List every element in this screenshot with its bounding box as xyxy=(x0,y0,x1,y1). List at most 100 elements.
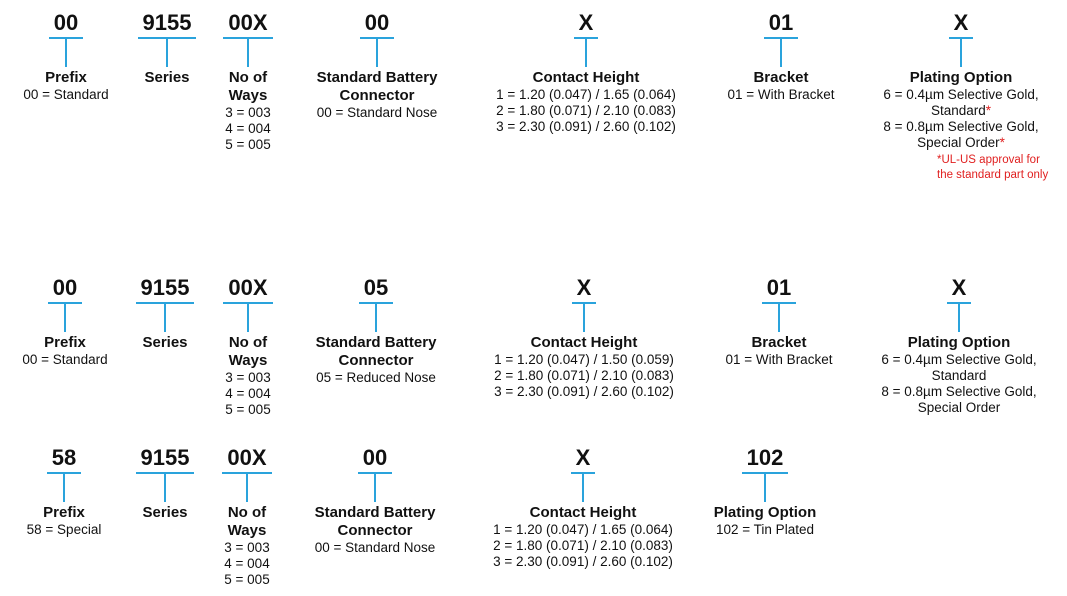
segment-title: Plating Option xyxy=(907,334,1011,351)
option-line: 3 = 003 xyxy=(225,370,271,385)
segment-title: Standard Battery Connector xyxy=(315,334,437,369)
connector-line xyxy=(166,39,168,67)
code: X xyxy=(570,446,596,474)
code-segment: 00 Prefix 00 = Standard xyxy=(0,276,175,368)
segment-title: Bracket xyxy=(751,334,807,351)
connector-line xyxy=(376,39,378,67)
segment-title: No of Ways xyxy=(228,334,268,369)
segment-title: Series xyxy=(142,504,188,521)
code-segment: 00 Prefix 00 = Standard xyxy=(0,11,176,103)
option-line: 8 = 0.8µm Selective Gold, xyxy=(881,384,1037,399)
segment-title: Plating Option xyxy=(909,69,1013,86)
option-line: 00 = Standard xyxy=(23,87,109,102)
connector-line xyxy=(247,304,249,332)
code: X xyxy=(573,11,599,39)
connector-line xyxy=(246,474,248,502)
code-segment: 9155 Series xyxy=(57,11,277,87)
option-line: 6 = 0.4µm Selective Gold, xyxy=(883,87,1039,102)
option-line: 2 = 1.80 (0.071) / 2.10 (0.083) xyxy=(496,103,676,118)
option-line: 3 = 2.30 (0.091) / 2.60 (0.102) xyxy=(494,384,674,399)
code-segment: 00 Standard Battery Connector 00 = Standar… xyxy=(267,11,487,121)
code-segment: 9155 Series xyxy=(55,446,275,522)
connector-line xyxy=(583,304,585,332)
code: 00 xyxy=(357,446,393,474)
option-text: Special Order xyxy=(917,135,1000,150)
code-segment: 01 Bracket 01 = With Bracket xyxy=(669,276,889,368)
code-segment: 00 Standard Battery Connector 00 = Standar… xyxy=(265,446,485,556)
code-segment: 05 Standard Battery Connector 05 = Reduced… xyxy=(266,276,486,386)
segment-title: Prefix xyxy=(45,69,87,86)
connector-line xyxy=(375,304,377,332)
option-line: Special Order* xyxy=(851,135,1067,151)
connector-line xyxy=(63,474,65,502)
option-line: 5 = 005 xyxy=(224,572,270,587)
connector-line xyxy=(764,474,766,502)
option-line: Special Order xyxy=(917,400,1001,415)
option-line: 3 = 2.30 (0.091) / 2.60 (0.102) xyxy=(493,554,673,569)
segment-title: Contact Height xyxy=(529,504,637,521)
option-line: 00 = Standard Nose xyxy=(314,540,436,555)
code-segment: X Plating Option 6 = 0.4µm Selective Gold,… xyxy=(849,276,1067,416)
segment-title: Plating Option xyxy=(713,504,817,521)
connector-line xyxy=(164,474,166,502)
code: 00X xyxy=(222,446,272,474)
segment-title: Bracket xyxy=(753,69,809,86)
segment-title: Prefix xyxy=(44,334,86,351)
code: X xyxy=(571,276,597,304)
option-line: 3 = 003 xyxy=(224,540,270,555)
option-line: 4 = 004 xyxy=(225,121,271,136)
option-line: 00 = Standard Nose xyxy=(316,105,438,120)
option-line: 1 = 1.20 (0.047) / 1.65 (0.064) xyxy=(496,87,676,102)
option-text: Standard xyxy=(930,103,986,118)
connector-line xyxy=(958,304,960,332)
code: X xyxy=(946,276,972,304)
code: 01 xyxy=(763,11,799,39)
connector-line xyxy=(582,474,584,502)
option-line: 4 = 004 xyxy=(224,556,270,571)
connector-line xyxy=(778,304,780,332)
code: 00 xyxy=(359,11,395,39)
code-segment: 00X No of Ways 3 = 003 4 = 004 5 = 005 xyxy=(138,11,358,153)
connector-line xyxy=(64,304,66,332)
code-segment: X Contact Height 1 = 1.20 (0.047) / 1.50 (… xyxy=(474,276,694,400)
segment-title: Standard Battery Connector xyxy=(316,69,438,104)
option-line: 00 = Standard xyxy=(22,352,108,367)
connector-line xyxy=(374,474,376,502)
code: 9155 xyxy=(135,276,195,304)
code: 102 xyxy=(741,446,789,474)
code-segment: 58 Prefix 58 = Special xyxy=(0,446,174,538)
option-line: 58 = Special xyxy=(26,522,102,537)
option-line: 05 = Reduced Nose xyxy=(316,370,436,385)
code: X xyxy=(948,11,974,39)
footnote: *UL-US approval for the standard part on… xyxy=(937,154,1049,181)
option-line: Standard* xyxy=(851,103,1067,119)
segment-title: No of Ways xyxy=(227,504,267,539)
connector-line xyxy=(960,39,962,67)
option-line: 2 = 1.80 (0.071) / 2.10 (0.083) xyxy=(493,538,673,553)
connector-line xyxy=(780,39,782,67)
segment-title: Prefix xyxy=(43,504,85,521)
option-line: 5 = 005 xyxy=(225,137,271,152)
option-line: 5 = 005 xyxy=(225,402,271,417)
option-line: 102 = Tin Plated xyxy=(716,522,814,537)
code-segment: 01 Bracket 01 = With Bracket xyxy=(671,11,891,103)
option-line: 1 = 1.20 (0.047) / 1.65 (0.064) xyxy=(493,522,673,537)
code: 01 xyxy=(761,276,797,304)
code-segment: 102 Plating Option 102 = Tin Plated xyxy=(655,446,875,538)
code: 00X xyxy=(223,11,273,39)
segment-title: Series xyxy=(144,69,190,86)
code-segment: 00X No of Ways 3 = 003 4 = 004 5 = 005 xyxy=(137,446,357,588)
connector-line xyxy=(585,39,587,67)
code-segment: X Contact Height 1 = 1.20 (0.047) / 1.65 (… xyxy=(473,446,693,570)
option-line: 2 = 1.80 (0.071) / 2.10 (0.083) xyxy=(494,368,674,383)
code: 00X xyxy=(223,276,273,304)
option-line: 01 = With Bracket xyxy=(727,87,835,102)
option-line: 6 = 0.4µm Selective Gold, xyxy=(881,352,1037,367)
code-segment: X Contact Height 1 = 1.20 (0.047) / 1.65 (… xyxy=(476,11,696,135)
connector-line xyxy=(65,39,67,67)
code: 9155 xyxy=(135,446,195,474)
segment-title: Series xyxy=(142,334,188,351)
footnote-mark: * xyxy=(999,135,1005,150)
code-segment: X Plating Option 6 = 0.4µm Selective Gold,… xyxy=(851,11,1067,183)
option-line: 8 = 0.8µm Selective Gold, xyxy=(883,119,1039,134)
